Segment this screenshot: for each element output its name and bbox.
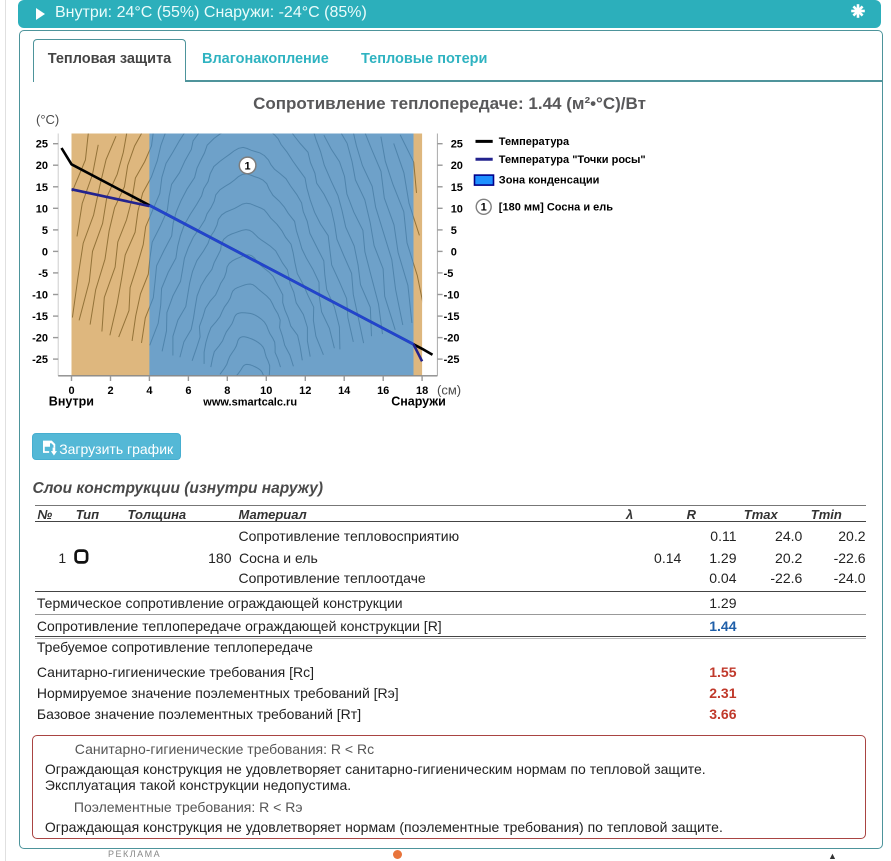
svg-text:25: 25 — [451, 139, 463, 151]
svg-text:10: 10 — [260, 385, 272, 397]
svg-text:15: 15 — [451, 182, 463, 194]
svg-text:Температура "Точки росы": Температура "Точки росы" — [499, 154, 646, 166]
svg-text:-25: -25 — [32, 354, 48, 366]
svg-text:5: 5 — [42, 225, 48, 237]
svg-text:-5: -5 — [444, 268, 454, 280]
svg-text:(см): (см) — [437, 383, 461, 398]
svg-text:-15: -15 — [32, 311, 48, 323]
svg-text:12: 12 — [299, 385, 311, 397]
svg-text:Снаружи: Снаружи — [391, 395, 446, 409]
svg-text:-20: -20 — [444, 333, 460, 345]
svg-text:Внутри: Внутри — [49, 395, 94, 409]
svg-text:[180 мм] Сосна и ель: [180 мм] Сосна и ель — [499, 201, 613, 213]
svg-text:1: 1 — [245, 161, 251, 173]
svg-text:-5: -5 — [38, 268, 48, 280]
svg-text:20: 20 — [451, 160, 463, 172]
svg-text:0: 0 — [451, 246, 457, 258]
svg-text:14: 14 — [338, 385, 351, 397]
svg-text:0: 0 — [42, 246, 48, 258]
svg-text:-10: -10 — [444, 290, 460, 302]
svg-text:5: 5 — [451, 225, 457, 237]
svg-text:25: 25 — [36, 139, 48, 151]
svg-text:20: 20 — [36, 160, 48, 172]
svg-text:16: 16 — [377, 385, 389, 397]
svg-text:-25: -25 — [444, 354, 460, 366]
svg-text:15: 15 — [36, 182, 48, 194]
svg-text:-15: -15 — [444, 311, 460, 323]
svg-text:-20: -20 — [32, 333, 48, 345]
svg-text:6: 6 — [185, 385, 191, 397]
svg-text:Зона конденсации: Зона конденсации — [499, 175, 600, 187]
svg-text:18: 18 — [416, 385, 428, 397]
svg-text:4: 4 — [146, 385, 153, 397]
svg-text:10: 10 — [451, 203, 463, 215]
svg-text:www.smartcalc.ru: www.smartcalc.ru — [202, 397, 297, 409]
svg-text:(°С): (°С) — [36, 112, 59, 127]
svg-text:-10: -10 — [32, 290, 48, 302]
svg-text:0: 0 — [68, 385, 74, 397]
svg-text:8: 8 — [224, 385, 230, 397]
svg-text:2: 2 — [107, 385, 113, 397]
svg-text:10: 10 — [36, 203, 48, 215]
svg-text:1: 1 — [481, 202, 487, 214]
svg-text:Температура: Температура — [499, 136, 570, 148]
